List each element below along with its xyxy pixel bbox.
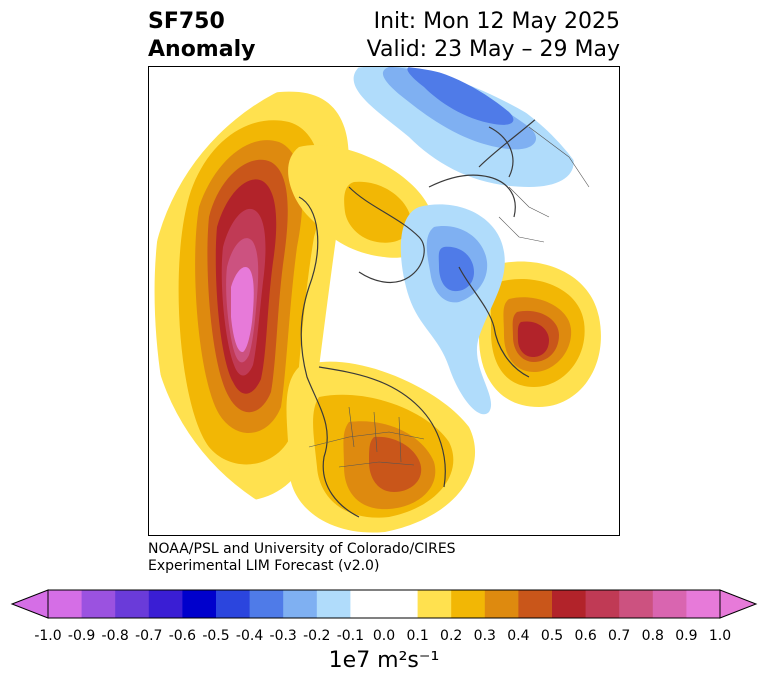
colorbar-tick-label: -0.6 xyxy=(168,628,197,644)
colorbar-swatch xyxy=(216,590,251,618)
colorbar-swatch xyxy=(249,590,284,618)
colorbar-tick-labels: -1.0 -0.9 -0.8 -0.7 -0.6 -0.5 -0.4 -0.3 -0.2 -0.1… xyxy=(0,628,768,648)
map-panel xyxy=(148,66,620,536)
colorbar-tick-label: 0.5 xyxy=(540,628,564,644)
colorbar-swatch xyxy=(283,590,318,618)
colorbar-swatch xyxy=(350,590,385,618)
colorbar-tick-label: 0.3 xyxy=(473,628,496,644)
colorbar-tick-label: 1.0 xyxy=(708,628,732,644)
colorbar-swatch xyxy=(384,590,419,618)
eastern-us-positive-anomaly xyxy=(286,361,476,533)
attribution-line-1: NOAA/PSL and University of Colorado/CIRE… xyxy=(148,541,456,557)
colorbar-swatch xyxy=(652,590,687,618)
colorbar-tick-label: -0.5 xyxy=(202,628,230,644)
urals-positive-anomaly xyxy=(478,261,601,407)
colorbar-swatch xyxy=(316,590,351,618)
colorbar-swatch xyxy=(552,590,587,618)
colorbar-tick-label: 0.0 xyxy=(372,628,396,644)
colorbar-tick-label: 0.9 xyxy=(675,628,698,644)
colorbar-tick-label: -0.9 xyxy=(67,628,96,644)
colorbar-swatch xyxy=(585,590,620,618)
colorbar-tick-label: 0.4 xyxy=(507,628,530,644)
colorbar-tick-label: 0.6 xyxy=(574,628,597,644)
colorbar-tick-label: -0.1 xyxy=(336,628,365,644)
colorbar-swatch xyxy=(48,590,83,618)
colorbar-tick-label: 0.2 xyxy=(440,628,463,644)
colorbar-swatch xyxy=(81,590,116,618)
date-info: Init: Mon 12 May 2025 Valid: 23 May – 29… xyxy=(367,8,620,64)
colorbar-units: 1e7 m²s⁻¹ xyxy=(328,648,440,673)
colorbar-swatch xyxy=(619,590,654,618)
colorbar-tick-label: -0.7 xyxy=(135,628,163,644)
negative-anomalies xyxy=(353,67,574,415)
colorbar xyxy=(10,589,758,619)
colorbar-extend-left xyxy=(10,589,49,619)
colorbar-tick-label: -1.0 xyxy=(34,628,62,644)
country-borders xyxy=(308,126,590,468)
colorbar-tick-label: 0.8 xyxy=(641,628,664,644)
colorbar-swatch xyxy=(417,590,452,618)
title-line-1: SF750 xyxy=(148,9,225,34)
colorbar-swatch xyxy=(518,590,553,618)
attribution-line-2: Experimental LIM Forecast (v2.0) xyxy=(148,558,380,574)
colorbar-swatch xyxy=(451,590,486,618)
colorbar-tick-label: -0.4 xyxy=(235,628,264,644)
colorbar-extend-right xyxy=(719,589,758,619)
map-title: SF750 Anomaly xyxy=(148,8,255,64)
attribution: NOAA/PSL and University of Colorado/CIRE… xyxy=(148,541,456,575)
colorbar-swatch xyxy=(484,590,519,618)
anomaly-map xyxy=(149,67,619,535)
colorbar-tick-label: -0.3 xyxy=(269,628,297,644)
colorbar-frame xyxy=(47,589,721,619)
colorbar-swatch xyxy=(182,590,217,618)
colorbar-swatch xyxy=(115,590,150,618)
title-line-2: Anomaly xyxy=(148,37,256,62)
init-date: Init: Mon 12 May 2025 xyxy=(373,9,620,34)
valid-date: Valid: 23 May – 29 May xyxy=(366,37,620,62)
colorbar-tick-label: 0.1 xyxy=(406,628,429,644)
colorbar-tick-label: -0.2 xyxy=(303,628,331,644)
colorbar-tick-label: -0.8 xyxy=(101,628,129,644)
colorbar-tick-label: 0.7 xyxy=(608,628,631,644)
colorbar-swatch xyxy=(686,590,721,618)
colorbar-swatch xyxy=(148,590,183,618)
